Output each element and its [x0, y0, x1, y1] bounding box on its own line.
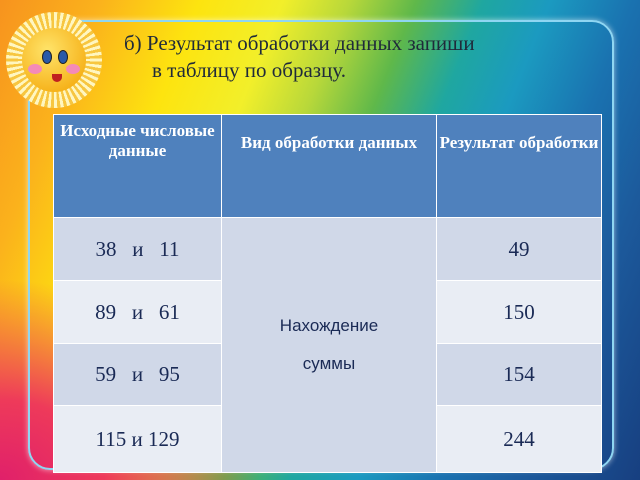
title-line-1: б) Результат обработки данных запиши — [124, 31, 475, 55]
smiling-sun-icon — [6, 12, 102, 108]
result-cell: 244 — [436, 405, 602, 473]
slide-title: б) Результат обработки данных запиши в т… — [124, 30, 475, 84]
header-input-data: Исходные числовые данные — [53, 114, 222, 218]
processing-type-cell: Нахождение суммы — [221, 217, 437, 473]
table-row: 115 и 129 244 — [53, 405, 602, 473]
input-cell: 89 и 61 — [53, 280, 222, 344]
table-header-row: Исходные числовые данные Вид обработки д… — [53, 114, 602, 218]
input-cell: 115 и 129 — [53, 405, 222, 473]
table-row: 38 и 11 Нахождение суммы 49 — [53, 217, 602, 473]
input-cell: 38 и 11 — [53, 217, 222, 281]
result-cell: 154 — [436, 343, 602, 406]
table-row: 59 и 95 154 — [53, 343, 602, 406]
header-processing-type: Вид обработки данных — [221, 114, 437, 218]
result-cell: 49 — [436, 217, 602, 281]
title-line-2: в таблицу по образцу. — [152, 58, 346, 82]
result-cell: 150 — [436, 280, 602, 344]
input-cell: 59 и 95 — [53, 343, 222, 406]
header-result: Результат обработки — [436, 114, 602, 218]
data-table: Исходные числовые данные Вид обработки д… — [53, 114, 602, 473]
